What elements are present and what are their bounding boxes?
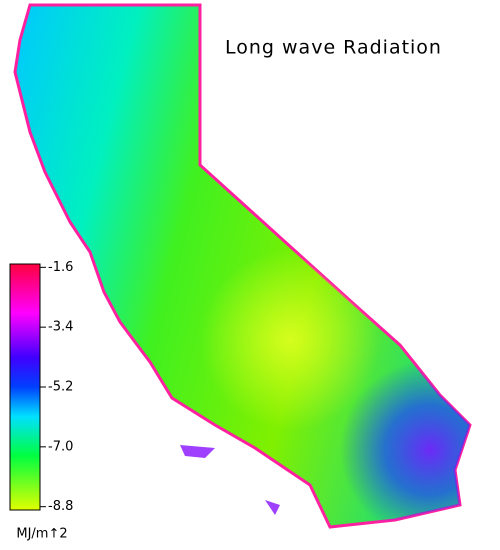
colorbar-tick-label: -3.4 [48,320,73,335]
colorbar [9,263,41,511]
colorbar-tick-label: -1.6 [48,260,73,275]
colorbar-tick-label: -8.8 [48,499,73,514]
map-title: Long wave Radiation [225,37,442,59]
colorbar-tick-label: -5.2 [48,380,73,395]
colorbar-unit: MJ/m↑2 [16,527,67,542]
colorbar-tick-label: -7.0 [48,439,73,454]
